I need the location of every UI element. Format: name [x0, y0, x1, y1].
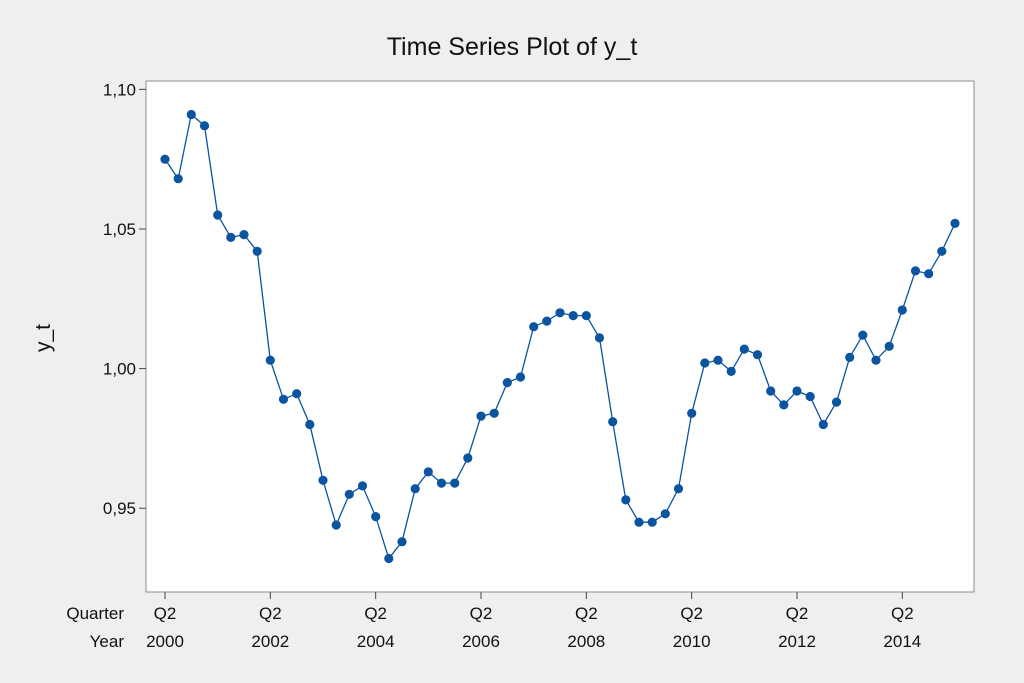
x-tick-label-quarter: Q2 — [259, 604, 282, 623]
x-tick-label-quarter: Q2 — [154, 604, 177, 623]
data-point — [529, 322, 539, 332]
data-point — [226, 232, 236, 242]
data-point — [594, 333, 605, 343]
x-tick-label-year: 2012 — [778, 632, 816, 651]
data-point — [647, 517, 657, 527]
data-point — [463, 453, 473, 463]
data-point — [766, 386, 776, 396]
data-point — [318, 475, 328, 485]
x-tick-label-year: 2000 — [146, 632, 184, 651]
data-point — [726, 366, 736, 376]
data-point — [436, 478, 447, 488]
data-point — [660, 509, 670, 519]
data-point — [410, 484, 420, 494]
y-tick-label: 0,95 — [103, 499, 136, 518]
data-point — [687, 408, 697, 418]
x-tick-label-year: 2004 — [357, 632, 395, 651]
data-point — [568, 311, 578, 321]
x-tick-label-year: 2010 — [673, 632, 711, 651]
data-point — [608, 417, 618, 427]
data-point — [542, 316, 552, 326]
data-point — [476, 411, 486, 421]
x-tick-label-quarter: Q2 — [470, 604, 493, 623]
data-point — [450, 478, 460, 488]
data-point — [278, 394, 289, 404]
data-point — [884, 341, 894, 351]
data-point — [239, 230, 249, 240]
series-layer — [160, 109, 960, 564]
y-axis-title: y_t — [32, 324, 55, 352]
data-point — [779, 400, 789, 410]
data-point — [252, 246, 262, 256]
data-point — [924, 269, 934, 279]
data-point — [173, 174, 183, 184]
data-point — [713, 355, 723, 365]
data-point — [515, 372, 526, 382]
data-point — [805, 391, 815, 402]
x-axis-row-label-quarter: Quarter — [66, 604, 124, 623]
data-point — [384, 553, 394, 564]
data-point — [673, 484, 684, 494]
plot-area — [145, 80, 975, 593]
data-point — [831, 397, 842, 407]
data-point — [344, 489, 354, 499]
data-point — [634, 517, 644, 527]
y-axis: 1,10 1,05 1,00 0,95 — [103, 80, 146, 518]
data-point — [792, 386, 802, 396]
data-point — [397, 537, 407, 547]
data-point — [160, 154, 170, 164]
data-point — [331, 520, 341, 530]
data-point — [265, 355, 275, 365]
x-tick-label-year: 2014 — [883, 632, 921, 651]
x-tick-label-quarter: Q2 — [786, 604, 809, 623]
y-tick-label: 1,05 — [103, 220, 136, 239]
data-point — [818, 419, 828, 430]
y-tick-label: 1,00 — [103, 360, 136, 379]
data-point — [423, 467, 433, 477]
x-tick-label-quarter: Q2 — [891, 604, 914, 623]
x-tick-label-quarter: Q2 — [575, 604, 598, 623]
data-point — [752, 350, 763, 360]
data-point — [357, 481, 368, 491]
data-point — [845, 352, 855, 362]
data-point — [858, 330, 868, 340]
x-tick-label-year: 2002 — [251, 632, 289, 651]
x-axis: Q2 2000 Q2 2002 Q2 2004 Q2 2006 Q2 2008 Q2 2010 Q2 20… — [146, 592, 921, 651]
x-tick-label-quarter: Q2 — [680, 604, 703, 623]
chart-title: Time Series Plot of y_t — [387, 33, 638, 61]
data-point — [186, 109, 196, 120]
data-point — [871, 355, 881, 365]
data-point — [502, 378, 512, 388]
data-point — [581, 311, 591, 321]
data-point — [739, 344, 749, 354]
data-point — [489, 408, 499, 418]
data-point — [555, 308, 565, 318]
x-tick-label-year: 2008 — [567, 632, 605, 651]
x-tick-label-quarter: Q2 — [364, 604, 387, 623]
data-point — [292, 389, 302, 399]
data-point — [305, 419, 315, 430]
data-point — [950, 218, 960, 228]
x-axis-row-label-year: Year — [90, 632, 125, 651]
data-point — [621, 495, 631, 505]
data-point — [897, 305, 907, 315]
x-tick-label-year: 2006 — [462, 632, 500, 651]
data-point — [910, 266, 921, 276]
data-point — [199, 121, 210, 131]
data-point — [700, 358, 710, 368]
data-point — [937, 246, 947, 256]
data-point — [371, 511, 381, 522]
y-tick-label: 1,10 — [103, 80, 136, 99]
data-point — [213, 210, 223, 220]
